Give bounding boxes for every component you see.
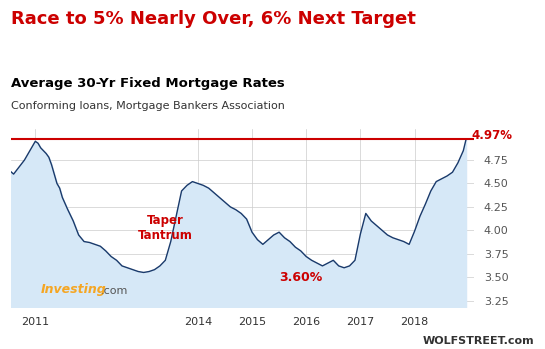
Text: .com: .com <box>100 286 128 296</box>
Text: Taper
Tantrum: Taper Tantrum <box>138 214 193 243</box>
Text: Conforming loans, Mortgage Bankers Association: Conforming loans, Mortgage Bankers Assoc… <box>11 101 285 111</box>
Text: 3.60%: 3.60% <box>279 270 323 284</box>
Text: Average 30-Yr Fixed Mortgage Rates: Average 30-Yr Fixed Mortgage Rates <box>11 77 284 90</box>
Text: WOLFSTREET.com: WOLFSTREET.com <box>422 335 534 346</box>
Text: Race to 5% Nearly Over, 6% Next Target: Race to 5% Nearly Over, 6% Next Target <box>11 10 416 29</box>
Text: Investing: Investing <box>41 283 106 296</box>
Text: 4.97%: 4.97% <box>471 129 512 142</box>
